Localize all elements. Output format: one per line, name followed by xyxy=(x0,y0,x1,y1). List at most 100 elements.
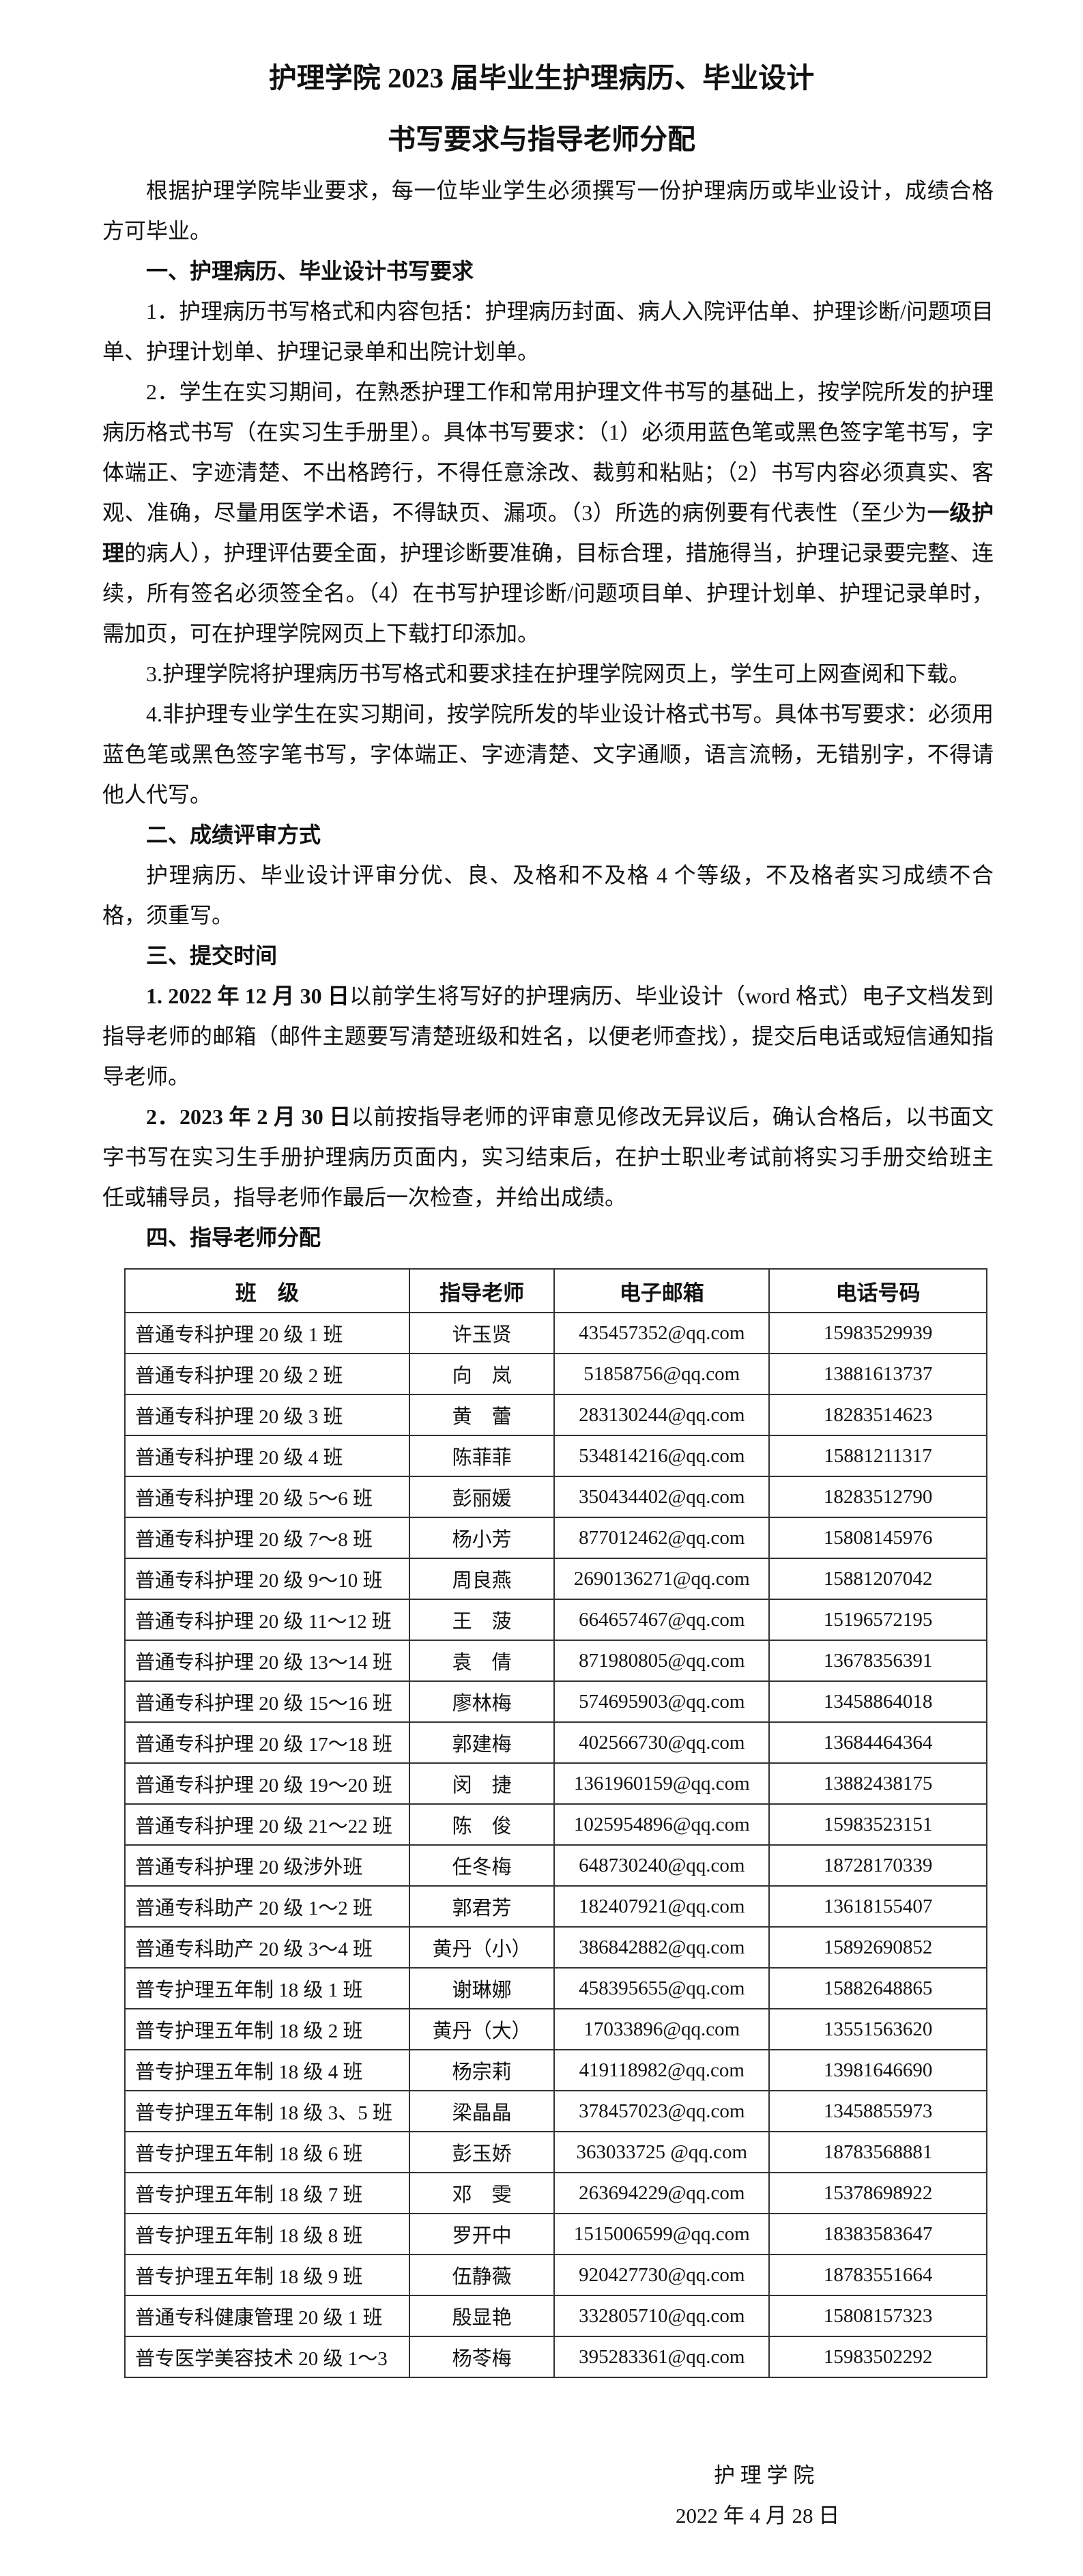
table-cell: 15892690852 xyxy=(768,1926,987,1969)
table-row: 普通专科助产 20 级 1～2 班郭君芳 182407921@qq.com 1361… xyxy=(124,1885,987,1928)
table-cell: 18783568881 xyxy=(768,2131,987,2173)
table-cell: 普通专科护理 20 级 19～20 班 xyxy=(124,1762,410,1805)
table-cell: 13458855973 xyxy=(768,2090,987,2132)
table-cell: 363033725 @qq.com xyxy=(553,2131,770,2173)
table-cell: 402566730@qq.com xyxy=(553,1721,770,1764)
table-cell: 18383583647 xyxy=(768,2213,987,2255)
table-row: 普专护理五年制 18 级 2 班黄丹（大） 17033896@qq.com 1355… xyxy=(124,2008,987,2050)
table-cell: 普专护理五年制 18 级 1 班 xyxy=(124,1967,410,2009)
paragraph: 1．护理病历书写格式和内容包括：护理病历封面、病人入院评估单、护理诊断/问题项目… xyxy=(102,291,994,372)
table-cell: 普专医学美容技术 20 级 1～3 xyxy=(124,2336,410,2378)
table-cell: 普通专科护理 20 级 9～10 班 xyxy=(124,1558,410,1600)
table-cell: 378457023@qq.com xyxy=(553,2090,770,2132)
table-row: 普专护理五年制 18 级 3、5 班梁晶晶 378457023@qq.com 134… xyxy=(124,2090,987,2132)
table-cell: 13881613737 xyxy=(768,1353,987,1395)
bold-text: 2．2023 年 2 月 30 日 xyxy=(146,1104,351,1129)
table-row: 普通专科护理 20 级 19～20 班闵 捷 1361960159@qq.com 1… xyxy=(124,1762,987,1805)
table-cell: 17033896@qq.com xyxy=(553,2008,770,2050)
table-cell: 18283512790 xyxy=(768,1476,987,1518)
column-header: 电子邮箱 xyxy=(553,1268,770,1313)
table-cell: 13678356391 xyxy=(768,1640,987,1682)
table-row: 普通专科护理 20 级 1 班许玉贤 435457352@qq.com 159835… xyxy=(124,1312,987,1354)
table-cell: 黄丹（大） xyxy=(408,2008,555,2050)
table-cell: 陈菲菲 xyxy=(408,1435,555,1477)
table-row: 普通专科护理 20 级 21～22 班陈 俊 1025954896@qq.com 1… xyxy=(124,1803,987,1846)
table-row: 普通专科护理 20 级 5～6 班彭丽媛 350434402@qq.com 1828… xyxy=(124,1476,987,1518)
text: 三、提交时间 xyxy=(146,943,278,968)
table-cell: 普通专科护理 20 级 3 班 xyxy=(124,1394,410,1436)
table-cell: 664657467@qq.com xyxy=(553,1599,770,1641)
table-cell: 1025954896@qq.com xyxy=(553,1803,770,1846)
table-cell: 罗开中 xyxy=(408,2213,555,2255)
table-cell: 2690136271@qq.com xyxy=(553,1558,770,1600)
table-cell: 普专护理五年制 18 级 2 班 xyxy=(124,2008,410,2050)
table-row: 普专护理五年制 18 级 9 班伍静薇 920427730@qq.com 18783… xyxy=(124,2254,987,2296)
table-cell: 任冬梅 xyxy=(408,1844,555,1887)
table-row: 普通专科护理 20 级涉外班 任冬梅 648730240@qq.com 1872817… xyxy=(124,1844,987,1887)
table-cell: 普通专科护理 20 级 7～8 班 xyxy=(124,1517,410,1559)
column-header: 电话号码 xyxy=(768,1268,987,1313)
table-cell: 15808157323 xyxy=(768,2295,987,2337)
paragraph: 3.护理学院将护理病历书写格式和要求挂在护理学院网页上，学生可上网查阅和下载。 xyxy=(102,654,994,694)
table-cell: 13618155407 xyxy=(768,1885,987,1928)
table-cell: 920427730@qq.com xyxy=(553,2254,770,2296)
text: 护理病历、毕业设计评审分优、良、及格和不及格 4 个等级，不及格者实习成绩不合格… xyxy=(102,863,994,928)
table-row: 普通专科护理 20 级 3 班黄 蕾 283130244@qq.com 182835… xyxy=(124,1394,987,1436)
table-row: 普通专科护理 20 级 9～10 班周良燕 2690136271@qq.com 15… xyxy=(124,1558,987,1600)
table-cell: 向 岚 xyxy=(408,1353,555,1395)
table-row: 普专护理五年制 18 级 6 班彭玉娇 363033725 @qq.com 1878… xyxy=(124,2131,987,2173)
paragraph: 护理病历、毕业设计评审分优、良、及格和不及格 4 个等级，不及格者实习成绩不合格… xyxy=(102,855,994,936)
table-cell: 13551563620 xyxy=(768,2008,987,2050)
paragraph: 2．2023 年 2 月 30 日以前按指导老师的评审意见修改无异议后，确认合格… xyxy=(102,1097,994,1218)
table-cell: 周良燕 xyxy=(408,1558,555,1600)
table-cell: 普通专科助产 20 级 1～2 班 xyxy=(124,1885,410,1928)
table-cell: 15378698922 xyxy=(768,2172,987,2214)
table-cell: 1361960159@qq.com xyxy=(553,1762,770,1805)
table-cell: 王 菠 xyxy=(408,1599,555,1641)
table-cell: 彭丽媛 xyxy=(408,1476,555,1518)
table-cell: 263694229@qq.com xyxy=(553,2172,770,2214)
signature: 护 理 学 院 xyxy=(714,2463,815,2487)
table-cell: 梁晶晶 xyxy=(408,2090,555,2132)
teacher-table: 班 级指导老师 电子邮箱 电话号码 普通专科护理 20 级 1 班许玉贤 435457… xyxy=(124,1268,987,2378)
table-row: 普专护理五年制 18 级 8 班罗开中 1515006599@qq.com 1838… xyxy=(124,2213,987,2255)
text: 以前按指导老师的评审意见修改无异议后，确认合格后，以书面文字书写在实习生手册护理… xyxy=(102,1104,994,1210)
section-heading: 一、护理病历、毕业设计书写要求 xyxy=(102,251,994,291)
table-cell: 普专护理五年制 18 级 7 班 xyxy=(124,2172,410,2214)
table-cell: 许玉贤 xyxy=(408,1312,555,1354)
table-cell: 郭君芳 xyxy=(408,1885,555,1928)
table-cell: 350434402@qq.com xyxy=(553,1476,770,1518)
table-cell: 谢琳娜 xyxy=(408,1967,555,2009)
table-cell: 闵 捷 xyxy=(408,1762,555,1805)
title-line: 护理学院 2023 届毕业生护理病历、毕业设计 xyxy=(268,62,815,94)
text: 以前学生将写好的护理病历、毕业设计（word 格式）电子文档发到指导老师的邮箱（… xyxy=(102,984,994,1089)
table-cell: 普通专科护理 20 级 13～14 班 xyxy=(124,1640,410,1682)
table-cell: 15983523151 xyxy=(768,1803,987,1846)
table-cell: 877012462@qq.com xyxy=(553,1517,770,1559)
table-cell: 332805710@qq.com xyxy=(553,2295,770,2337)
table-cell: 13684464364 xyxy=(768,1721,987,1764)
table-row: 普通专科护理 20 级 17～18 班郭建梅 402566730@qq.com 13… xyxy=(124,1721,987,1764)
table-cell: 15196572195 xyxy=(768,1599,987,1641)
text: 3.护理学院将护理病历书写格式和要求挂在护理学院网页上，学生可上网查阅和下载。 xyxy=(146,661,971,686)
table-cell: 杨宗莉 xyxy=(408,2049,555,2091)
table-row: 普通专科护理 20 级 11～12 班王 菠 664657467@qq.com 15… xyxy=(124,1599,987,1641)
table-cell: 廖林梅 xyxy=(408,1680,555,1723)
table-header: 班 级指导老师 电子邮箱 电话号码 xyxy=(124,1268,987,1313)
date: 2022 年 4 月 28 日 xyxy=(676,2504,840,2528)
table-cell: 15882648865 xyxy=(768,1967,987,2009)
table-cell: 邓 雯 xyxy=(408,2172,555,2214)
title-line: 书写要求与指导老师分配 xyxy=(388,124,695,155)
table-cell: 458395655@qq.com xyxy=(553,1967,770,2009)
text: 四、指导老师分配 xyxy=(146,1225,321,1250)
table-row: 普通专科护理 20 级 7～8 班杨小芳 877012462@qq.com 1580… xyxy=(124,1517,987,1559)
table-cell: 袁 倩 xyxy=(408,1640,555,1682)
table-cell: 黄丹（小） xyxy=(408,1926,555,1969)
bold-text: 1. 2022 年 12 月 30 日 xyxy=(146,984,350,1008)
table-cell: 13981646690 xyxy=(768,2049,987,2091)
table-cell: 普专护理五年制 18 级 8 班 xyxy=(124,2213,410,2255)
table-cell: 574695903@qq.com xyxy=(553,1680,770,1723)
table-cell: 伍静薇 xyxy=(408,2254,555,2296)
table-cell: 18283514623 xyxy=(768,1394,987,1436)
table-cell: 13458864018 xyxy=(768,1680,987,1723)
